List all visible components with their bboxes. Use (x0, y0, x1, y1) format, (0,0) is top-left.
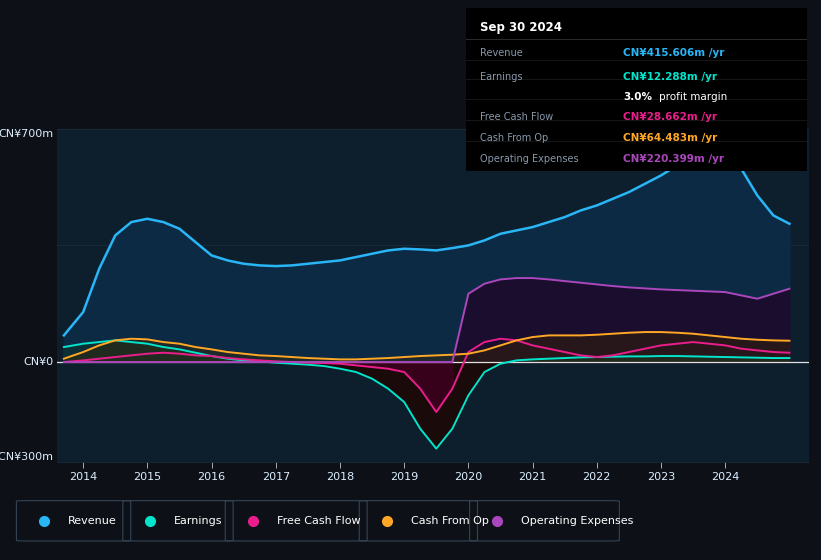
Text: Free Cash Flow: Free Cash Flow (480, 112, 553, 122)
Text: CN¥415.606m /yr: CN¥415.606m /yr (623, 48, 724, 58)
Text: profit margin: profit margin (658, 92, 727, 102)
Text: Earnings: Earnings (480, 72, 522, 82)
Text: Operating Expenses: Operating Expenses (521, 516, 633, 526)
Text: -CN¥300m: -CN¥300m (0, 452, 53, 462)
Text: CN¥12.288m /yr: CN¥12.288m /yr (623, 72, 717, 82)
Text: Earnings: Earnings (174, 516, 222, 526)
Text: CN¥0: CN¥0 (24, 357, 53, 367)
Text: Revenue: Revenue (67, 516, 117, 526)
Text: Cash From Op: Cash From Op (480, 133, 548, 142)
Text: 3.0%: 3.0% (623, 92, 652, 102)
Text: Sep 30 2024: Sep 30 2024 (480, 21, 562, 34)
Text: CN¥220.399m /yr: CN¥220.399m /yr (623, 153, 724, 164)
Text: Operating Expenses: Operating Expenses (480, 153, 579, 164)
Text: CN¥64.483m /yr: CN¥64.483m /yr (623, 133, 718, 142)
Text: CN¥28.662m /yr: CN¥28.662m /yr (623, 112, 717, 122)
Text: Revenue: Revenue (480, 48, 523, 58)
Text: CN¥700m: CN¥700m (0, 129, 53, 139)
Text: Cash From Op: Cash From Op (410, 516, 488, 526)
Text: Free Cash Flow: Free Cash Flow (277, 516, 360, 526)
